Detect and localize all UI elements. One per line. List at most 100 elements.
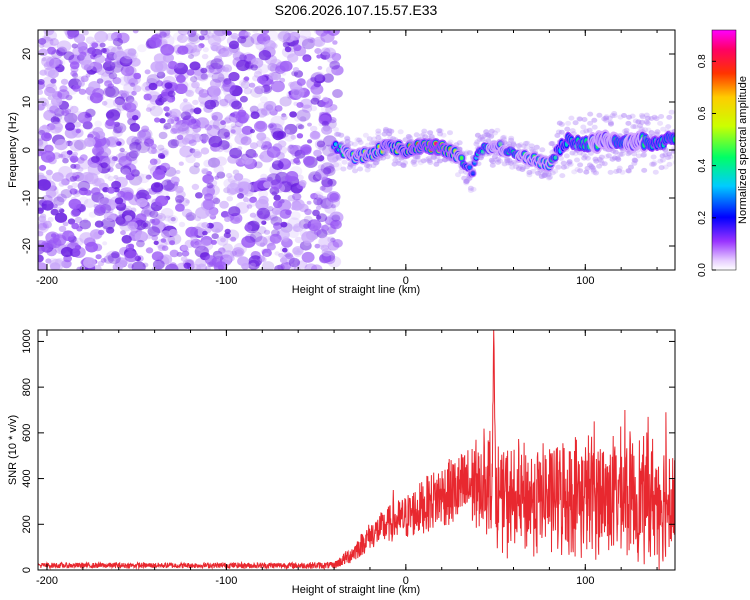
track-blob: [553, 155, 558, 160]
track-haze: [440, 132, 447, 138]
noise-blob: [148, 82, 158, 91]
colorbar-gradient: [711, 29, 737, 271]
noise-blob: [185, 154, 196, 164]
noise-blob: [44, 86, 56, 97]
track-haze: [574, 157, 580, 163]
y-tick-label: 800: [21, 378, 33, 396]
noise-blob: [105, 252, 111, 257]
noise-blob: [107, 208, 114, 214]
track-haze: [470, 169, 477, 175]
noise-blob: [50, 78, 57, 84]
noise-blob: [211, 111, 223, 122]
noise-blob: [202, 47, 209, 53]
noise-blob: [92, 265, 102, 270]
track-haze: [660, 126, 667, 132]
track-haze: [619, 151, 625, 157]
noise-blob: [296, 109, 311, 122]
track-haze: [402, 160, 408, 166]
track-haze: [626, 114, 633, 120]
noise-blob: [292, 246, 304, 256]
noise-blob: [215, 156, 227, 166]
noise-blob: [326, 191, 341, 203]
noise-blob: [241, 125, 253, 135]
noise-blob: [38, 164, 47, 171]
noise-blob: [207, 157, 221, 168]
noise-blob: [287, 53, 299, 63]
noise-blob: [131, 90, 137, 96]
noise-blob: [279, 257, 288, 264]
noise-blob: [321, 183, 333, 193]
noise-blob: [319, 185, 326, 191]
track-haze: [554, 164, 561, 170]
noise-blob: [91, 155, 100, 163]
track-haze: [467, 188, 474, 193]
noise-blob: [286, 90, 299, 100]
noise-blob: [38, 262, 48, 270]
track-haze: [596, 156, 603, 162]
noise-blob: [127, 221, 138, 231]
noise-blob: [208, 184, 215, 190]
noise-blob: [217, 264, 225, 270]
noise-blob: [220, 47, 233, 58]
noise-blob: [261, 261, 275, 270]
track-haze: [652, 169, 659, 175]
track-haze: [344, 136, 351, 142]
noise-blob: [191, 148, 201, 157]
y-tick-label: 200: [21, 515, 33, 533]
noise-blob: [77, 159, 91, 170]
noise-blob: [214, 175, 220, 180]
noise-blob: [200, 67, 208, 74]
noise-blob: [175, 187, 183, 194]
noise-blob: [76, 266, 82, 270]
track-haze: [659, 153, 666, 159]
track-haze: [611, 111, 618, 116]
noise-blob: [69, 139, 84, 152]
noise-blob: [115, 193, 121, 198]
noise-blob: [160, 162, 171, 172]
noise-blob: [52, 172, 64, 182]
noise-blob: [322, 96, 329, 102]
noise-blob: [114, 197, 124, 205]
noise-blob: [72, 151, 78, 157]
noise-blob: [313, 87, 322, 95]
noise-blob: [70, 70, 78, 77]
noise-blob: [40, 150, 56, 163]
noise-blob: [323, 254, 336, 265]
noise-blob: [171, 124, 183, 134]
noise-blob: [207, 72, 213, 78]
noise-blob: [210, 239, 217, 245]
noise-blob: [175, 195, 185, 203]
noise-blob: [278, 31, 289, 40]
noise-blob: [100, 258, 107, 263]
noise-blob: [102, 199, 117, 211]
noise-blob: [310, 83, 324, 95]
track-haze: [626, 168, 633, 174]
noise-blob: [212, 119, 227, 131]
track-haze: [369, 141, 375, 146]
noise-blob: [243, 87, 252, 95]
noise-blob: [118, 155, 132, 167]
spectrogram-y-label: Frequency (Hz): [7, 112, 19, 188]
noise-blob: [269, 64, 281, 73]
noise-blob: [321, 120, 329, 127]
noise-blob: [167, 60, 178, 70]
noise-blob: [301, 146, 312, 155]
y-tick-label: 0: [21, 567, 33, 573]
noise-blob: [329, 60, 341, 70]
noise-blob: [248, 255, 263, 267]
track-haze: [532, 149, 539, 155]
y-tick-label: 20: [21, 48, 33, 60]
noise-blob: [273, 222, 283, 230]
track-haze: [639, 112, 645, 118]
track-haze: [535, 170, 542, 176]
noise-blob: [79, 219, 91, 230]
track-haze: [447, 139, 454, 145]
track-haze: [658, 165, 665, 171]
noise-blob: [61, 109, 70, 116]
noise-blob: [108, 72, 118, 80]
noise-blob: [268, 72, 278, 80]
noise-blob: [165, 164, 171, 169]
noise-blob: [160, 207, 174, 219]
noise-blob: [92, 88, 104, 98]
noise-blob: [269, 80, 275, 85]
